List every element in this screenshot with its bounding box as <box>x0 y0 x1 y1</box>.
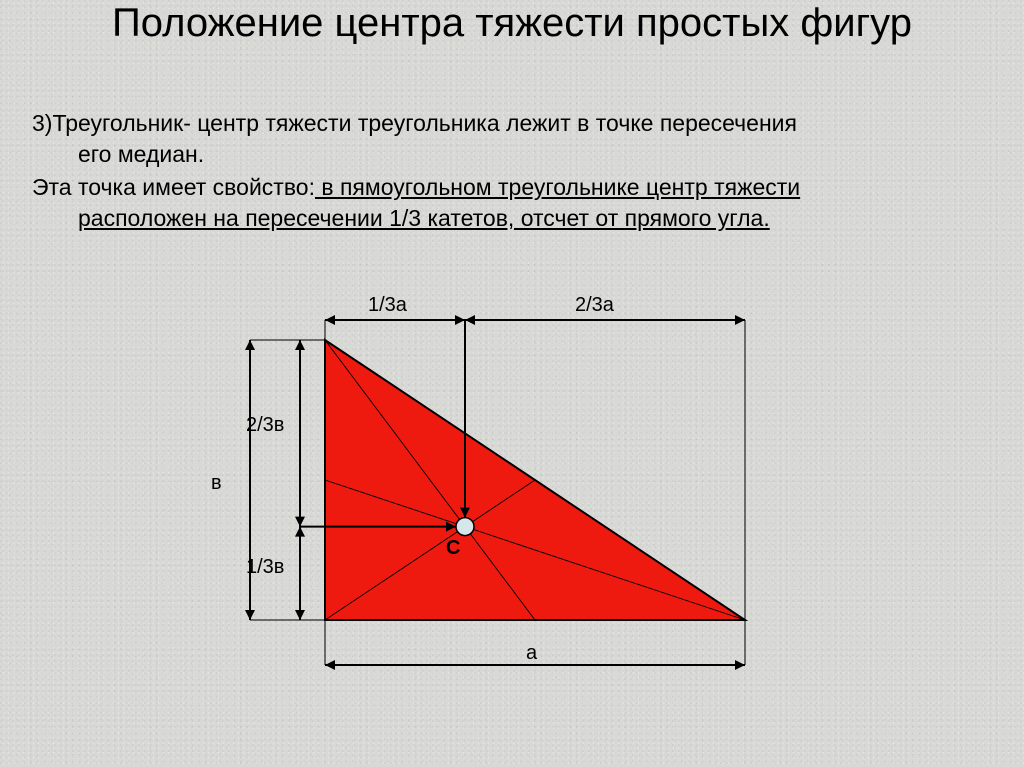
label-b: в <box>211 472 222 495</box>
centroid-diagram: 1/3а 2/3а 2/3в 1/3в в а С <box>190 300 870 720</box>
para2-ul-part1: в пямоугольном треугольнике центр тяжест… <box>315 174 800 200</box>
para1-line1: 3)Треугольник- центр тяжести треугольник… <box>32 110 797 136</box>
para2-lead: Эта точка имеет свойство: <box>32 174 315 200</box>
label-c: С <box>446 537 460 560</box>
page-title: Положение центра тяжести простых фигур <box>0 0 1024 46</box>
label-two-third-b: 2/3в <box>246 414 284 437</box>
label-one-third-a: 1/3а <box>368 294 407 317</box>
para1-line2: его медиан. <box>32 139 992 170</box>
label-one-third-b: 1/3в <box>246 556 284 579</box>
description-block: 3)Треугольник- центр тяжести треугольник… <box>32 108 992 236</box>
para2-ul-part2: расположен на пересечении 1/3 катетов, о… <box>32 203 992 234</box>
label-a: а <box>526 642 537 665</box>
label-two-third-a: 2/3а <box>575 294 614 317</box>
